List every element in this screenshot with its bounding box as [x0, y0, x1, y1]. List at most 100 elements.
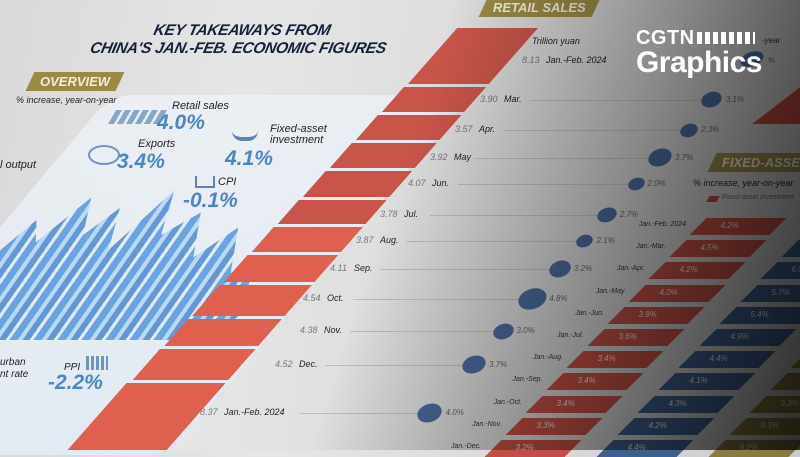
- bar-label: 4.1%: [669, 373, 707, 385]
- growth-label: 2.0%: [647, 179, 665, 188]
- retail-month: May: [454, 152, 471, 162]
- fixed-asset-bar: 3.4%: [526, 396, 623, 413]
- bar-label: 4.3%: [649, 396, 687, 408]
- retail-month: Mar.: [504, 94, 522, 104]
- retail-bar: [224, 255, 338, 282]
- growth-label: 3.7%: [675, 153, 693, 162]
- retail-bar: [164, 319, 282, 346]
- retail-bar: [303, 171, 412, 197]
- bar-label: 6.0%: [772, 262, 800, 274]
- fixed-asset-bar: 3.2%: [485, 440, 582, 457]
- leader-line: [406, 241, 577, 242]
- fixed-asset-period: Jan.-Dec.: [401, 443, 481, 450]
- retail-month: Apr.: [479, 124, 495, 134]
- bar-label: 4.9%: [710, 329, 748, 341]
- fixed-asset-title: FIXED-ASSET: [722, 155, 800, 170]
- bar-label: 5.7%: [751, 285, 789, 297]
- bar-label: 3.9%: [619, 307, 657, 319]
- fixed-asset-period: Jan.-Aug.: [483, 354, 563, 361]
- retail-bar: [133, 349, 256, 380]
- leader-line: [350, 331, 495, 332]
- fixed-asset-bar: 4.2%: [690, 218, 787, 235]
- retail-unit: Trillion yuan: [532, 36, 580, 46]
- fixed-asset-bar: 3.9%: [608, 307, 705, 324]
- retail-month: Dec.: [299, 359, 318, 369]
- fixed-asset-period: Jan.-Jul.: [504, 332, 584, 339]
- retail-bar: [408, 28, 538, 84]
- leader-line: [353, 299, 524, 300]
- retail-month: Jan.-Feb. 2024: [224, 407, 285, 417]
- fixed-asset-period: Jan.-Mar.: [586, 243, 666, 250]
- growth-label: 3.1%: [726, 95, 744, 104]
- logo-line-2: Graphics: [636, 48, 762, 78]
- leader-line: [430, 215, 599, 216]
- bar-label: 3.4%: [557, 373, 595, 385]
- partial-unit: -year: [762, 36, 780, 45]
- bar-label: 6.x%: [792, 240, 800, 252]
- retail-month: Sep.: [354, 263, 373, 273]
- blue-series-bar: 4.1%: [658, 373, 755, 390]
- growth-label: 3.7%: [489, 360, 507, 369]
- retail-value: 8.13: [522, 55, 540, 65]
- fixed-asset-bar: 3.3%: [505, 418, 602, 435]
- bar-label: 9.3%: [740, 418, 778, 430]
- blue-series-bar: 4.3%: [638, 396, 735, 413]
- fixed-asset-bar: 3.6%: [587, 329, 684, 346]
- retail-month: Oct.: [327, 293, 344, 303]
- retail-bar: [356, 115, 462, 140]
- legend-label: Fixed-asset investment: [722, 194, 794, 201]
- fixed-asset-bar: 3.4%: [546, 373, 643, 390]
- leader-line: [458, 184, 628, 185]
- retail-value: 4.38: [300, 325, 318, 335]
- bar-label: 9.3%: [761, 396, 799, 408]
- retail-value: 4.52: [275, 359, 293, 369]
- growth-label: 2.3%: [701, 125, 719, 134]
- leader-line: [530, 100, 704, 101]
- bar-label: 9.2%: [720, 440, 758, 452]
- fixed-asset-period: Jan.-Feb. 2024: [606, 221, 686, 228]
- fixed-asset-tag: FIXED-ASSET: [708, 153, 800, 172]
- retail-value: 4.54: [303, 293, 321, 303]
- leader-line: [380, 269, 552, 270]
- retail-month: Jan.-Feb. 2024: [546, 55, 607, 65]
- fixed-asset-period: Jan.-Nov.: [422, 421, 502, 428]
- retail-month: Nov.: [324, 325, 342, 335]
- bar-label: 3.4%: [578, 351, 616, 363]
- partial-pct: %: [768, 56, 775, 65]
- bar-label: 5.4%: [731, 307, 769, 319]
- fixed-asset-period: Jan.-Sep.: [463, 376, 543, 383]
- bar-label: 4.4%: [608, 440, 646, 452]
- blue-series-bar: 4.4%: [597, 440, 694, 457]
- retail-bar: [278, 200, 387, 224]
- bar-label: 4.2%: [660, 262, 698, 274]
- growth-label: 2.7%: [620, 210, 638, 219]
- retail-value: 4.07: [408, 178, 426, 188]
- retail-bar: [192, 285, 312, 316]
- retail-bar: [330, 143, 437, 168]
- retail-value: 3.92: [430, 152, 448, 162]
- fixed-asset-period: Jan.-May: [545, 288, 625, 295]
- retail-bar: [252, 227, 363, 252]
- retail-value: 3.57: [455, 124, 473, 134]
- retail-sales-title: RETAIL SALES: [493, 0, 586, 15]
- leader-line: [505, 130, 681, 131]
- retail-value: 3.90: [480, 94, 498, 104]
- cgtn-graphics-logo: CGTN Graphics: [636, 28, 762, 78]
- logo-bars-icon: [697, 32, 755, 44]
- bar-label: 3.3%: [516, 418, 554, 430]
- fixed-asset-period: Jan.-Oct.: [442, 399, 522, 406]
- retail-month: Aug.: [380, 235, 399, 245]
- retail-value: 4.11: [330, 263, 347, 273]
- fixed-asset-bar: 4.0%: [628, 285, 725, 302]
- fixed-asset-period: Jan.-Jun.: [524, 310, 604, 317]
- retail-sales-tag: RETAIL SALES: [479, 0, 601, 17]
- bar-label: 4.0%: [639, 285, 677, 297]
- gold-series-bar: 9.3%: [729, 418, 800, 435]
- bar-label: 4.5%: [680, 240, 718, 252]
- blue-series-bar: 4.2%: [617, 418, 714, 435]
- bar-label: 3.6%: [598, 329, 636, 341]
- fixed-asset-bar: 4.5%: [669, 240, 766, 257]
- bar-label: 3.4%: [537, 396, 575, 408]
- retail-value: 3.78: [380, 209, 398, 219]
- fixed-asset-unit: % increase, year-on-year: [693, 178, 793, 188]
